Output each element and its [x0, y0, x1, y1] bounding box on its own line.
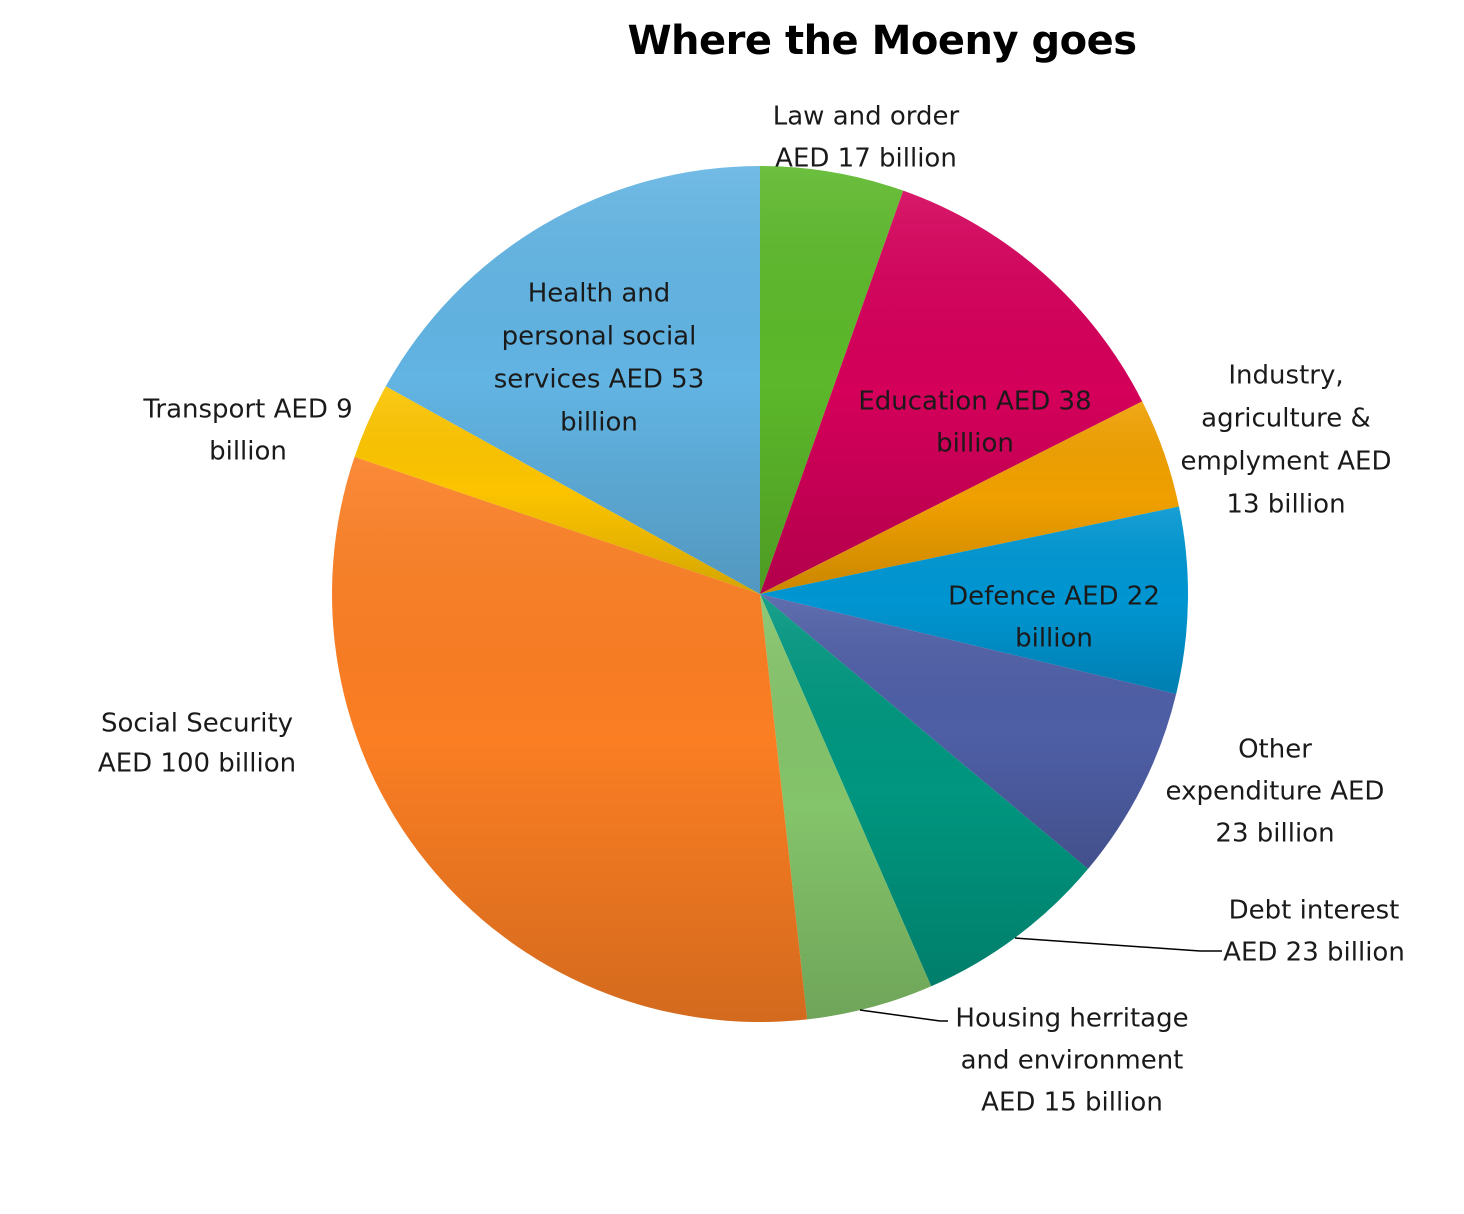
slice-label-line: Debt interest	[1229, 896, 1400, 926]
slice-label-line: AED 17 billion	[775, 144, 957, 174]
pie-slices	[332, 166, 1188, 1022]
slice-label-line: billion	[560, 408, 638, 438]
slice-label-line: Law and order	[773, 102, 960, 132]
slice-label-line: Defence AED 22	[948, 582, 1160, 612]
slice-label: Industry, agriculture & emplyment AED 13 bi…	[1181, 361, 1392, 520]
leader-line	[859, 1009, 948, 1022]
pie-slice-shading	[760, 594, 1177, 869]
slice-label-line: and environment	[961, 1046, 1184, 1076]
slice-label-line: AED 23 billion	[1223, 938, 1405, 968]
slice-label-line: billion	[1015, 624, 1093, 654]
pie-slice-shading	[760, 401, 1179, 594]
slice-label: Social Security AED 100 billion	[98, 709, 296, 779]
slice-label-line: Social Security	[101, 709, 293, 739]
slice-label-line: AED 100 billion	[98, 749, 296, 779]
slice-label-line: Education AED 38	[858, 387, 1091, 417]
slice-label-line: Other	[1238, 735, 1312, 765]
slice-label-line: 23 billion	[1215, 819, 1334, 849]
slice-label-line: personal social	[502, 322, 697, 352]
slice-label-line: Housing herritage	[955, 1004, 1188, 1034]
slice-label: Transport AED 9 billion	[142, 395, 352, 467]
pie-slice-shading	[760, 190, 1143, 594]
slice-label: Other expenditure AED 23 billion	[1166, 735, 1385, 849]
slice-label-line: expenditure AED	[1166, 777, 1385, 807]
pie-slice-shading	[760, 594, 932, 1020]
slice-label: Law and order AED 17 billion	[773, 102, 960, 174]
slice-label: Health and personal social services AED 53…	[494, 279, 705, 438]
slice-label-line: billion	[936, 429, 1014, 459]
slice-label-line: billion	[209, 437, 287, 467]
pie-slice-shading	[760, 166, 904, 594]
pie-slice-shading	[760, 506, 1188, 695]
slice-label: Debt interest AED 23 billion	[1223, 896, 1405, 968]
slice-label-line: Transport AED 9	[142, 395, 352, 425]
slice-label-line: Industry,	[1228, 361, 1343, 391]
pie-slice-shading	[332, 456, 808, 1022]
slice-label-line: Health and	[528, 279, 671, 309]
slice-label-line: 13 billion	[1226, 490, 1345, 520]
pie-slice-shading	[760, 594, 1089, 987]
leader-line	[1014, 937, 1222, 952]
slice-label: Education AED 38 billion	[858, 387, 1091, 459]
pie-slice-shading	[354, 386, 760, 594]
leader-lines	[859, 937, 1222, 1022]
slice-label-line: emplyment AED	[1181, 447, 1392, 477]
slice-label: Housing herritage and environment AED 15 b…	[955, 1004, 1188, 1118]
slice-label-line: services AED 53	[494, 365, 705, 395]
chart-title: Where the Moeny goes	[627, 18, 1137, 64]
slice-label-line: AED 15 billion	[981, 1088, 1163, 1118]
slice-label: Defence AED 22 billion	[948, 582, 1160, 654]
slice-label-line: agriculture &	[1201, 404, 1371, 434]
slice-labels: Law and order AED 17 billion Education AED…	[98, 102, 1405, 1118]
pie-slice-shading	[385, 166, 760, 594]
